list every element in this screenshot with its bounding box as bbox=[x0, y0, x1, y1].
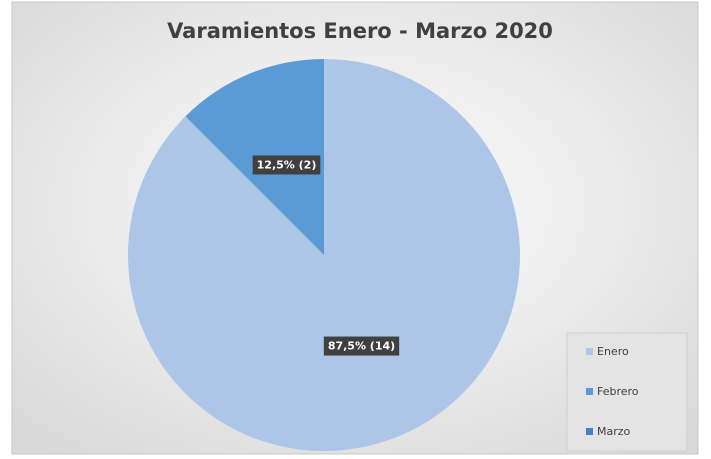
legend-swatch bbox=[586, 348, 593, 355]
legend-label: Febrero bbox=[597, 385, 639, 398]
data-label-box bbox=[323, 336, 400, 356]
data-label: 87,5% (14) bbox=[328, 340, 395, 353]
legend-swatch bbox=[586, 388, 593, 395]
data-label: 12,5% (2) bbox=[257, 158, 317, 171]
data-label-box bbox=[252, 155, 321, 175]
legend-swatch bbox=[586, 428, 593, 435]
chart-title: Varamientos Enero - Marzo 2020 bbox=[167, 19, 553, 43]
legend-label: Marzo bbox=[597, 425, 631, 438]
legend-label: Enero bbox=[597, 345, 629, 358]
